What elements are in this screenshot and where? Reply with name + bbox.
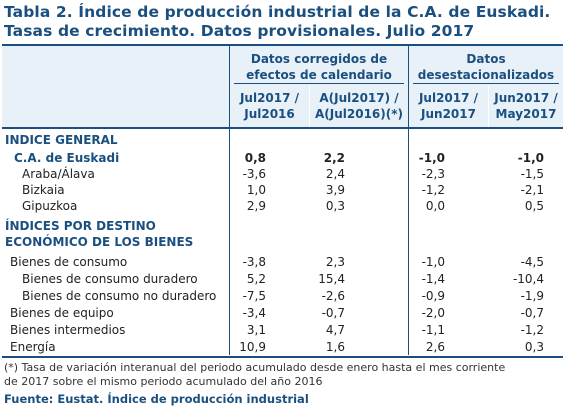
footnote-line-2: de 2017 sobre el mismo periodo acumulado… <box>4 375 323 388</box>
table-row: Bienes de consumo -3,8 2,3 -1,0 -4,5 <box>10 255 544 269</box>
header-divider-col2 <box>309 86 310 127</box>
table-row: Bienes de consumo no duradero -7,5 -2,6 … <box>22 289 544 303</box>
table-row: Bienes de equipo -3,4 -0,7 -2,0 -0,7 <box>10 306 544 320</box>
title-line-1: Tabla 2. Índice de producción industrial… <box>4 3 551 21</box>
title-line-2: Tasas de crecimiento. Datos provisionale… <box>4 22 475 40</box>
col-header-4: Jun2017 / May2017 <box>494 91 558 121</box>
footnote-line-1: (*) Tasa de variación interanual del per… <box>4 361 506 374</box>
data-table: Datos corregidos de efectos de calendari… <box>2 44 563 355</box>
table-row: Araba/Álava -3,6 2,4 -2,3 -1,5 <box>22 167 544 181</box>
table-row: Bizkaia 1,0 3,9 -1,2 -2,1 <box>22 183 544 197</box>
table-row: C.A. de Euskadi 0,8 2,2 -1,0 -1,0 <box>14 151 544 165</box>
header-divider-middle <box>408 46 409 127</box>
group-header-seasonal: Datos desestacionalizados <box>417 52 555 82</box>
section-heading-general: INDICE GENERAL <box>5 133 118 147</box>
header-divider-col4 <box>488 86 489 127</box>
col-header-1: Jul2017 / Jul2016 <box>239 91 300 121</box>
col-header-2: A(Jul2017) / A(Jul2016)(*) <box>314 91 404 121</box>
table-title: Tabla 2. Índice de producción industrial… <box>4 3 564 41</box>
table-header: Datos corregidos de efectos de calendari… <box>2 44 563 129</box>
table-bottom-rule <box>2 356 563 358</box>
table-body: INDICE GENERAL C.A. de Euskadi 0,8 2,2 -… <box>2 129 563 355</box>
body-divider-left <box>229 129 230 355</box>
section-heading-destination-2: ECONÓMICO DE LOS BIENES <box>5 235 194 249</box>
table-row: Bienes intermedios 3,1 4,7 -1,1 -1,2 <box>10 323 544 337</box>
table-row: Gipuzkoa 2,9 0,3 0,0 0,5 <box>22 199 544 213</box>
section-heading-destination: ÍNDICES POR DESTINO <box>5 219 156 233</box>
header-divider-left <box>229 46 230 127</box>
source-note: Fuente: Eustat. Índice de producción ind… <box>4 392 309 406</box>
group-underline-seasonal <box>413 83 559 84</box>
col-header-3: Jul2017 / Jun2017 <box>418 91 479 121</box>
group-header-calendar: Datos corregidos de efectos de calendari… <box>246 52 392 82</box>
body-divider-middle <box>408 129 409 355</box>
group-underline-calendar <box>234 83 404 84</box>
footnote: (*) Tasa de variación interanual del per… <box>4 361 564 389</box>
table-row: Energía 10,9 1,6 2,6 0,3 <box>10 340 544 354</box>
table-row: Bienes de consumo duradero 5,2 15,4 -1,4… <box>22 272 544 286</box>
